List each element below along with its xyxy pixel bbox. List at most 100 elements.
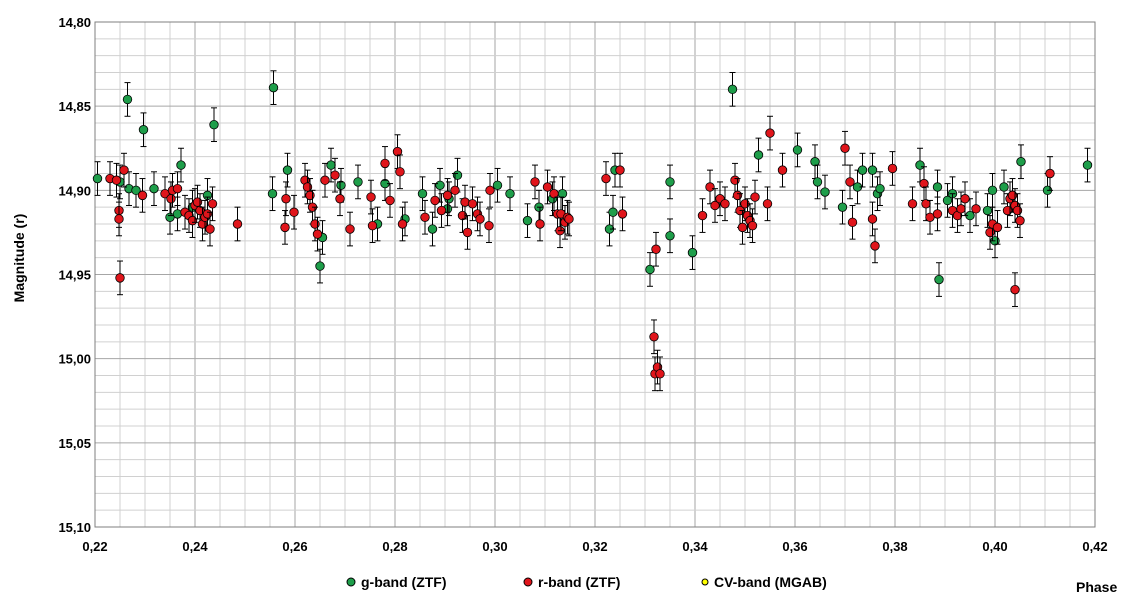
data-point-r-band <box>765 128 775 138</box>
legend-marker-g-band <box>346 577 356 587</box>
data-point-r-band <box>310 219 320 229</box>
data-point-r-band <box>380 158 390 169</box>
data-point-g-band <box>812 177 823 187</box>
data-point-r-band <box>601 173 611 184</box>
data-point-g-band <box>315 261 325 271</box>
data-point-g-band <box>268 82 279 93</box>
data-point-g-band <box>149 183 159 194</box>
data-point-r-band <box>992 222 1003 233</box>
data-point-r-band <box>649 332 659 342</box>
x-tick-label: 0,32 <box>582 539 607 554</box>
data-point-r-band <box>397 219 408 229</box>
data-point-r-band <box>305 190 315 201</box>
data-point-g-band <box>987 185 998 196</box>
y-axis-tick-labels: 14,80 14,85 14,90 14,95 15,00 15,05 15,10 <box>58 15 91 535</box>
data-point-r-band <box>320 175 330 185</box>
data-point-r-band <box>535 219 545 229</box>
data-point-g-band <box>982 205 993 216</box>
data-point-g-band <box>452 170 463 180</box>
data-point-r-band <box>617 209 628 219</box>
y-tick-label: 14,90 <box>58 183 91 198</box>
data-point-r-band <box>385 195 395 206</box>
series-r-band <box>105 115 1055 392</box>
data-point-r-band <box>485 185 495 196</box>
data-point-g-band <box>282 165 293 175</box>
data-point-g-band <box>687 247 698 258</box>
data-point-r-band <box>467 199 478 209</box>
data-point-r-band <box>845 177 855 187</box>
data-point-r-band <box>919 178 929 189</box>
data-point-g-band <box>1082 160 1093 170</box>
data-point-r-band <box>932 209 943 219</box>
data-point-r-band <box>655 369 665 379</box>
data-point-g-band <box>336 180 346 190</box>
x-tick-label: 0,34 <box>682 539 708 554</box>
data-point-r-band <box>442 190 453 201</box>
data-point-r-band <box>280 222 290 233</box>
data-point-r-band <box>840 143 850 153</box>
data-point-g-band <box>727 84 738 95</box>
data-point-r-band <box>1010 284 1020 295</box>
data-point-g-band <box>417 188 428 199</box>
data-point-r-band <box>462 227 473 238</box>
data-point-g-band <box>645 264 655 275</box>
data-point-r-band <box>312 229 323 239</box>
data-point-r-band <box>960 194 970 204</box>
data-point-r-band <box>732 190 743 201</box>
x-tick-label: 0,38 <box>882 539 907 554</box>
data-point-r-band <box>549 188 559 199</box>
data-point-r-band <box>115 273 125 283</box>
data-point-g-band <box>942 195 953 206</box>
data-point-r-band <box>281 194 291 204</box>
data-point-r-band <box>330 170 340 180</box>
x-tick-label: 0,22 <box>82 539 107 554</box>
data-point-g-band <box>857 165 868 175</box>
data-point-r-band <box>335 194 345 204</box>
x-tick-label: 0,42 <box>1082 539 1107 554</box>
data-point-r-band <box>887 163 898 174</box>
data-point-r-band <box>114 214 124 224</box>
x-tick-label: 0,30 <box>482 539 507 554</box>
data-point-g-band <box>353 177 363 187</box>
data-point-r-band <box>1002 205 1013 216</box>
y-tick-label: 14,85 <box>58 99 91 114</box>
data-point-r-band <box>651 244 661 254</box>
data-point-r-band <box>187 215 198 226</box>
data-point-r-band <box>737 222 748 233</box>
x-tick-label: 0,40 <box>982 539 1007 554</box>
data-point-r-band <box>436 205 447 216</box>
data-point-r-band <box>730 175 740 185</box>
data-point-g-band <box>665 231 675 241</box>
data-point-r-band <box>615 165 625 175</box>
data-point-g-band <box>753 150 764 160</box>
legend-label-r-band: r-band (ZTF) <box>538 574 620 590</box>
data-point-r-band <box>119 165 129 175</box>
data-point-r-band <box>971 204 981 214</box>
data-point-g-band <box>837 202 848 212</box>
data-point-r-band <box>430 195 440 206</box>
y-tick-label: 14,80 <box>58 15 91 30</box>
data-point-r-band <box>202 209 213 219</box>
data-point-r-band <box>907 199 918 209</box>
data-point-g-band <box>999 182 1009 192</box>
data-point-g-band <box>505 188 515 199</box>
data-point-r-band <box>1045 168 1055 179</box>
data-point-r-band <box>392 146 403 157</box>
plot-area-border <box>94 21 1096 528</box>
data-point-g-band <box>792 145 803 155</box>
y-tick-label: 15,10 <box>58 520 91 535</box>
legend-marker-cv-band <box>701 578 709 586</box>
data-point-r-band <box>564 214 574 224</box>
data-point-r-band <box>166 194 176 204</box>
data-point-r-band <box>705 182 715 192</box>
x-tick-label: 0,28 <box>382 539 407 554</box>
data-point-r-band <box>232 219 243 229</box>
data-point-g-band <box>820 187 830 197</box>
data-point-r-band <box>1015 215 1025 226</box>
data-point-g-band <box>427 224 438 234</box>
data-point-g-band <box>435 180 445 190</box>
data-point-r-band <box>710 200 720 211</box>
data-point-r-band <box>867 214 878 224</box>
data-point-r-band <box>475 214 485 224</box>
